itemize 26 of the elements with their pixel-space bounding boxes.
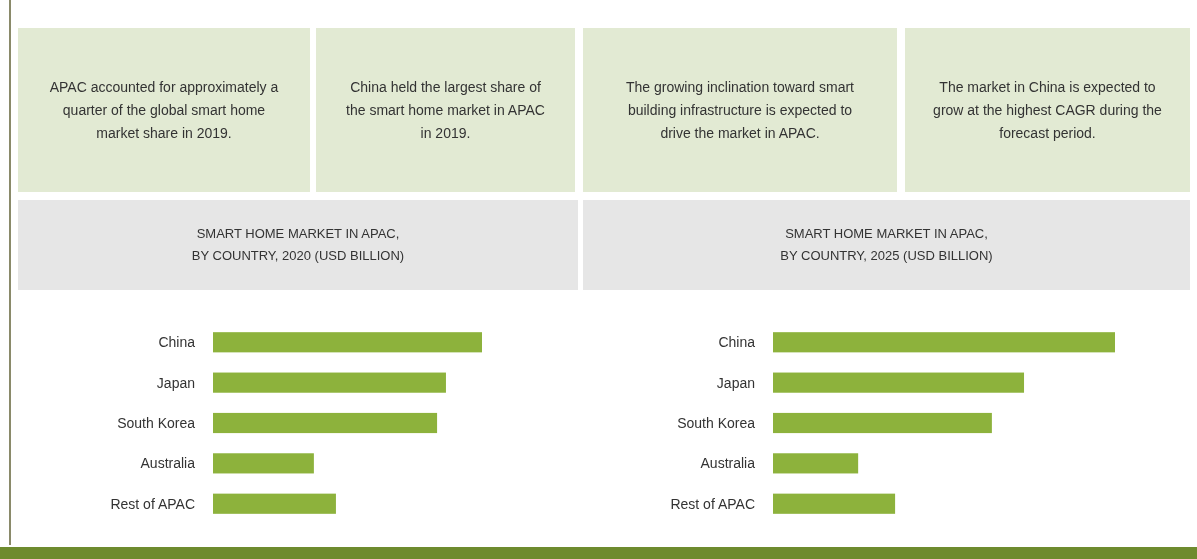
y-tick-label: China: [158, 334, 196, 351]
text: The growing inclination toward smart building infrastructure is expected to drive the market in APAC.: [626, 79, 855, 141]
y-tick-label: Rest of APAC: [110, 495, 195, 512]
bar: [213, 412, 438, 434]
y-tick-label: Japan: [156, 374, 195, 391]
bar: [773, 332, 1115, 353]
text: The market in China is expected to grow at the highest CAGR during the forecast period.: [933, 79, 1163, 141]
bar: [773, 453, 859, 474]
text: China held the largest share of the smart home market in APAC in 2019.: [346, 79, 545, 141]
bar: [213, 493, 336, 514]
bar: [213, 332, 482, 353]
chart-title: SMART HOME MARKET IN APAC, BY COUNTRY, 2025 (USD BILLION): [780, 226, 993, 263]
y-tick-label: Rest of APAC: [670, 495, 755, 512]
bar: [213, 453, 314, 474]
bar: [773, 372, 1025, 393]
bar: [773, 493, 896, 514]
chart-title: SMART HOME MARKET IN APAC, BY COUNTRY, 2020 (USD BILLION): [191, 226, 405, 263]
y-tick-label: China: [718, 334, 756, 351]
y-tick-label: South Korea: [117, 415, 196, 431]
bar: [213, 372, 446, 393]
y-tick-label: Australia: [700, 455, 756, 472]
y-tick-label: Japan: [716, 374, 755, 391]
y-tick-label: South Korea: [677, 415, 756, 431]
text: APAC accounted for approximately a quarter of the global smart home market share in 2019.: [49, 79, 279, 141]
y-tick-label: Australia: [140, 455, 196, 472]
bar: [773, 412, 992, 434]
